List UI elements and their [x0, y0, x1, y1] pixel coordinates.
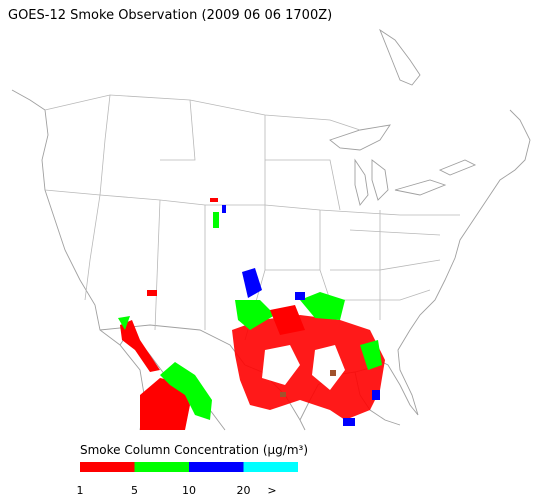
- legend-bar: [80, 462, 298, 472]
- legend-tick-label: 10: [182, 484, 196, 497]
- legend-title: Smoke Column Concentration (μg/m³): [80, 443, 308, 457]
- legend-ticks: 1 5 10 20 >: [77, 484, 277, 497]
- title: GOES-12 Smoke Observation (2009 06 06 17…: [8, 8, 332, 23]
- legend-tick-label: 5: [131, 484, 138, 497]
- legend-swatch: [134, 462, 189, 472]
- legend-swatch: [80, 462, 135, 472]
- legend-swatch: [189, 462, 244, 472]
- legend-tick-label: 1: [77, 484, 84, 497]
- legend-tick-label: >: [267, 484, 276, 497]
- smoke-areas: [118, 198, 385, 430]
- legend-swatch: [243, 462, 298, 472]
- legend-tick-label: 20: [237, 484, 251, 497]
